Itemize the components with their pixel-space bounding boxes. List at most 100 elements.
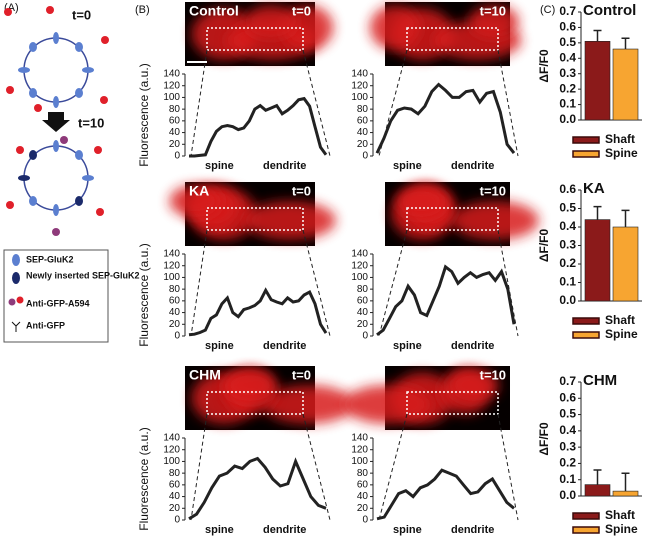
legend-icon: [11, 321, 21, 332]
y-tick-label: 0: [362, 331, 368, 342]
y-tick-label: 40: [169, 307, 181, 318]
y-tick-label: 0.0: [559, 112, 576, 126]
legend-swatch: [572, 136, 600, 144]
roi-box: [406, 27, 499, 51]
y-axis-label: ΔF/F0: [537, 49, 551, 83]
bar: [584, 219, 611, 302]
micrograph-signal: [244, 201, 336, 240]
legend-text: SEP-GluK2: [26, 254, 74, 264]
guide-line: [302, 49, 331, 157]
y-tick-label: 0.5: [559, 201, 576, 215]
y-tick-label: 60: [169, 295, 181, 306]
annotation: spine: [393, 160, 422, 172]
panel-label: (C): [540, 4, 555, 16]
guide-line: [190, 229, 208, 337]
legend-swatch: [572, 526, 600, 534]
micrograph-signal: [468, 5, 519, 38]
profile-line: [375, 82, 516, 155]
y-tick-label: 20: [169, 503, 181, 514]
micrograph-signal: [343, 385, 432, 424]
roi-box: [206, 391, 304, 415]
micrograph-signal: [448, 369, 499, 402]
y-tick-label: 0: [362, 515, 368, 526]
y-tick-label: 100: [351, 92, 368, 103]
guide-line: [497, 229, 519, 337]
y-tick-label: 0.6: [559, 390, 576, 404]
bar: [584, 41, 611, 121]
error-bar: [593, 205, 602, 220]
legend-text: Anti-GFP-A594: [26, 298, 90, 308]
y-tick-label: 80: [357, 104, 369, 115]
y-tick-label: 0: [174, 151, 180, 162]
guide-line: [190, 49, 208, 157]
annotation: spine: [205, 524, 234, 536]
panel-label: (B): [135, 4, 150, 16]
y-axis-label: ΔF/F0: [537, 422, 551, 456]
y-tick-label: 0.0: [559, 293, 576, 307]
receptors: [18, 32, 94, 216]
annotation: dendrite: [263, 524, 306, 536]
micrograph-signal: [263, 385, 354, 424]
legend-icon: [12, 254, 20, 266]
bar: [612, 48, 639, 121]
y-tick-label: 60: [169, 115, 181, 126]
y-tick-label: 100: [163, 456, 180, 467]
y-tick-label: 80: [169, 104, 181, 115]
y-tick-label: 100: [163, 92, 180, 103]
time-label: t=10: [78, 115, 104, 130]
guide-line: [190, 413, 208, 521]
error-bar: [621, 209, 630, 227]
guide-line: [378, 413, 408, 521]
error-bar: [593, 469, 602, 485]
y-tick-label: 60: [357, 295, 369, 306]
y-tick-label: 40: [169, 127, 181, 138]
legend-label: Shaft: [605, 132, 635, 146]
legend-icon: [8, 298, 16, 306]
annotation: dendrite: [451, 160, 494, 172]
annotation: spine: [393, 340, 422, 352]
y-tick-label: 0.0: [559, 488, 576, 502]
time-label: t=10: [480, 367, 506, 382]
legend-text: Newly inserted SEP-GluK2: [26, 270, 140, 280]
y-tick-label: 140: [163, 249, 180, 260]
y-tick-label: 60: [357, 479, 369, 490]
time-label: t=0: [292, 183, 311, 198]
micrograph-signal: [396, 185, 447, 218]
profile-line: [188, 456, 327, 521]
chart-title: Control: [583, 2, 636, 19]
y-tick-label: 0.1: [559, 97, 576, 111]
y-tick-label: 0.5: [559, 407, 576, 421]
chart-title: CHM: [583, 372, 617, 389]
y-tick-label: 0.2: [559, 81, 576, 95]
guide-line: [302, 229, 331, 337]
y-tick-label: 100: [163, 272, 180, 283]
y-tick-label: 140: [351, 69, 368, 80]
micrograph-signal: [169, 185, 222, 218]
y-tick-label: 20: [169, 319, 181, 330]
y-tick-label: 0.2: [559, 256, 576, 270]
y-axis-label: Fluorescence (a.u.): [137, 427, 151, 530]
guide-line: [497, 413, 519, 521]
y-tick-label: 0.4: [559, 219, 576, 233]
time-label: t=0: [292, 367, 311, 382]
y-tick-label: 0.7: [559, 4, 576, 18]
profile-line: [376, 468, 515, 521]
y-tick-label: 60: [357, 115, 369, 126]
annotation: spine: [393, 524, 422, 536]
antibodies: [4, 6, 109, 236]
bar: [584, 484, 611, 497]
y-tick-label: 20: [357, 319, 369, 330]
guide-line: [302, 413, 331, 521]
condition-label: KA: [189, 183, 209, 199]
y-tick-label: 40: [169, 491, 181, 502]
roi-box: [406, 391, 499, 415]
y-tick-label: 100: [351, 456, 368, 467]
chart-title: KA: [583, 180, 605, 197]
y-tick-label: 120: [163, 80, 180, 91]
annotation: spine: [205, 160, 234, 172]
y-tick-label: 0.1: [559, 472, 576, 486]
micrograph-signal: [370, 5, 420, 50]
legend-swatch: [572, 317, 600, 325]
y-tick-label: 0.4: [559, 423, 576, 437]
